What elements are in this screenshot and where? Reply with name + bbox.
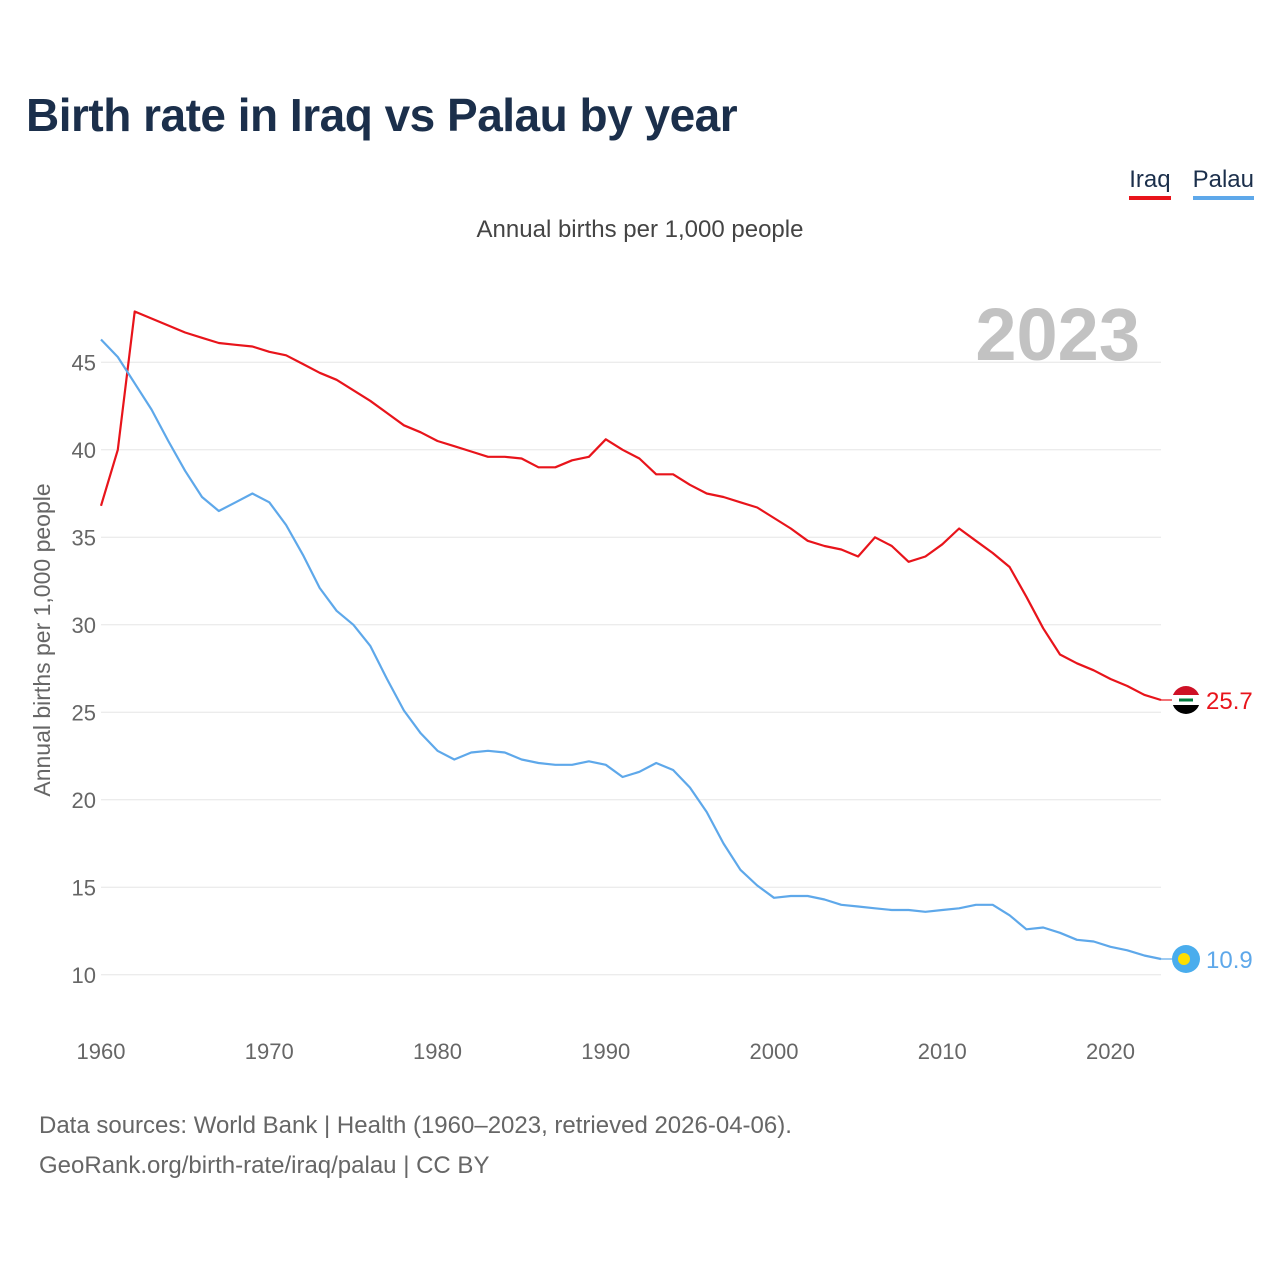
chart-title: Birth rate in Iraq vs Palau by year: [26, 89, 738, 141]
x-tick-2010: 2010: [918, 1039, 967, 1064]
series-line-iraq[interactable]: [99, 310, 1162, 702]
series-line-palau[interactable]: [100, 338, 1162, 961]
x-tick-1990: 1990: [581, 1039, 630, 1064]
y-tick-15: 15: [72, 875, 96, 900]
legend-item-iraq[interactable]: Iraq: [1129, 166, 1171, 200]
y-axis-label: Annual births per 1,000 people: [29, 483, 55, 796]
x-tick-2000: 2000: [750, 1039, 799, 1064]
palau-flag-icon: [1172, 945, 1200, 973]
legend: Iraq Palau: [1129, 166, 1254, 200]
palau-end-value: 10.9: [1206, 947, 1253, 974]
iraq-end-value: 25.7: [1206, 688, 1253, 715]
series-lines: [99, 310, 1172, 961]
legend-item-palau[interactable]: Palau: [1192, 166, 1254, 200]
source-url: GeoRank.org/birth-rate/iraq/palau | CC B…: [39, 1152, 490, 1179]
x-tick-1960: 1960: [77, 1039, 126, 1064]
line-chart: 10 15 20 25 30 35 40 45 1960 1970 1980 1990 2000 201…: [29, 293, 1253, 1064]
y-tick-45: 45: [72, 350, 96, 375]
x-axis-ticks: 1960 1970 1980 1990 2000 2010 2020: [77, 1039, 1135, 1064]
data-source: Data sources: World Bank | Health (1960–…: [39, 1112, 792, 1139]
y-tick-10: 10: [72, 963, 96, 988]
gridlines: [101, 361, 1161, 976]
footer: Data sources: World Bank | Health (1960–…: [39, 1106, 792, 1186]
y-tick-35: 35: [72, 525, 96, 550]
y-axis-ticks: 10 15 20 25 30 35 40 45: [72, 350, 96, 988]
y-tick-25: 25: [72, 700, 96, 725]
y-tick-30: 30: [72, 613, 96, 638]
x-tick-1980: 1980: [413, 1039, 462, 1064]
y-tick-40: 40: [72, 438, 96, 463]
end-markers: 25.7 10.9: [1172, 686, 1253, 974]
x-tick-2020: 2020: [1086, 1039, 1135, 1064]
x-tick-1970: 1970: [245, 1039, 294, 1064]
iraq-flag-icon: [1172, 686, 1200, 714]
chart-subtitle: Annual births per 1,000 people: [476, 216, 804, 243]
y-tick-20: 20: [72, 788, 96, 813]
current-year-label: 2023: [975, 293, 1140, 376]
